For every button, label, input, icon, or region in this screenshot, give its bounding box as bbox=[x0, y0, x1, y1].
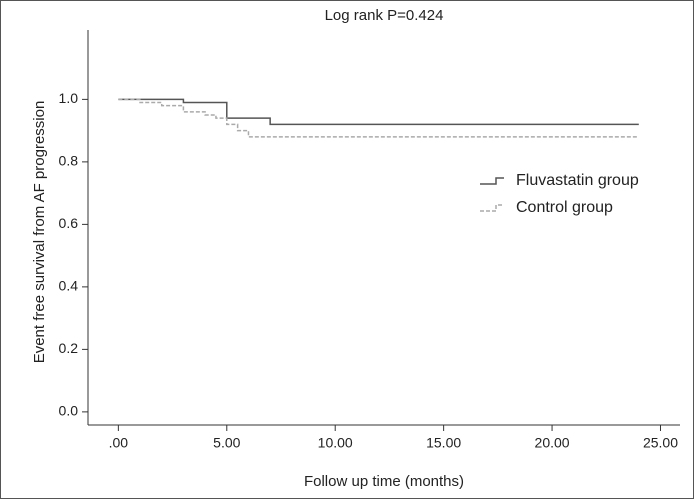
x-tick-label: 25.00 bbox=[643, 435, 678, 451]
survival-curve bbox=[118, 98, 639, 126]
x-tick-label: 5.00 bbox=[213, 435, 240, 451]
y-tick-label: 0.2 bbox=[59, 340, 79, 356]
chart-title: Log rank P=0.424 bbox=[325, 7, 444, 24]
y-tick-label: 0.6 bbox=[59, 215, 79, 231]
y-tick-label: 0.4 bbox=[59, 278, 79, 294]
y-tick-label: 0.8 bbox=[59, 153, 79, 169]
x-axis-label: Follow up time (months) bbox=[304, 473, 464, 490]
survival-curve bbox=[118, 98, 639, 138]
legend-swatch bbox=[480, 177, 504, 185]
x-tick-label: 10.00 bbox=[318, 435, 353, 451]
x-tick-label: .00 bbox=[109, 435, 129, 451]
x-tick-label: 20.00 bbox=[535, 435, 570, 451]
x-tick-label: 15.00 bbox=[426, 435, 461, 451]
y-tick-label: 1.0 bbox=[59, 90, 79, 106]
y-axis-label: Event free survival from AF progression bbox=[31, 101, 48, 364]
legend-label: Fluvastatin group bbox=[516, 172, 639, 189]
y-tick-label: 0.0 bbox=[59, 403, 79, 419]
legend-swatch bbox=[480, 204, 504, 212]
legend-label: Control group bbox=[516, 199, 613, 216]
